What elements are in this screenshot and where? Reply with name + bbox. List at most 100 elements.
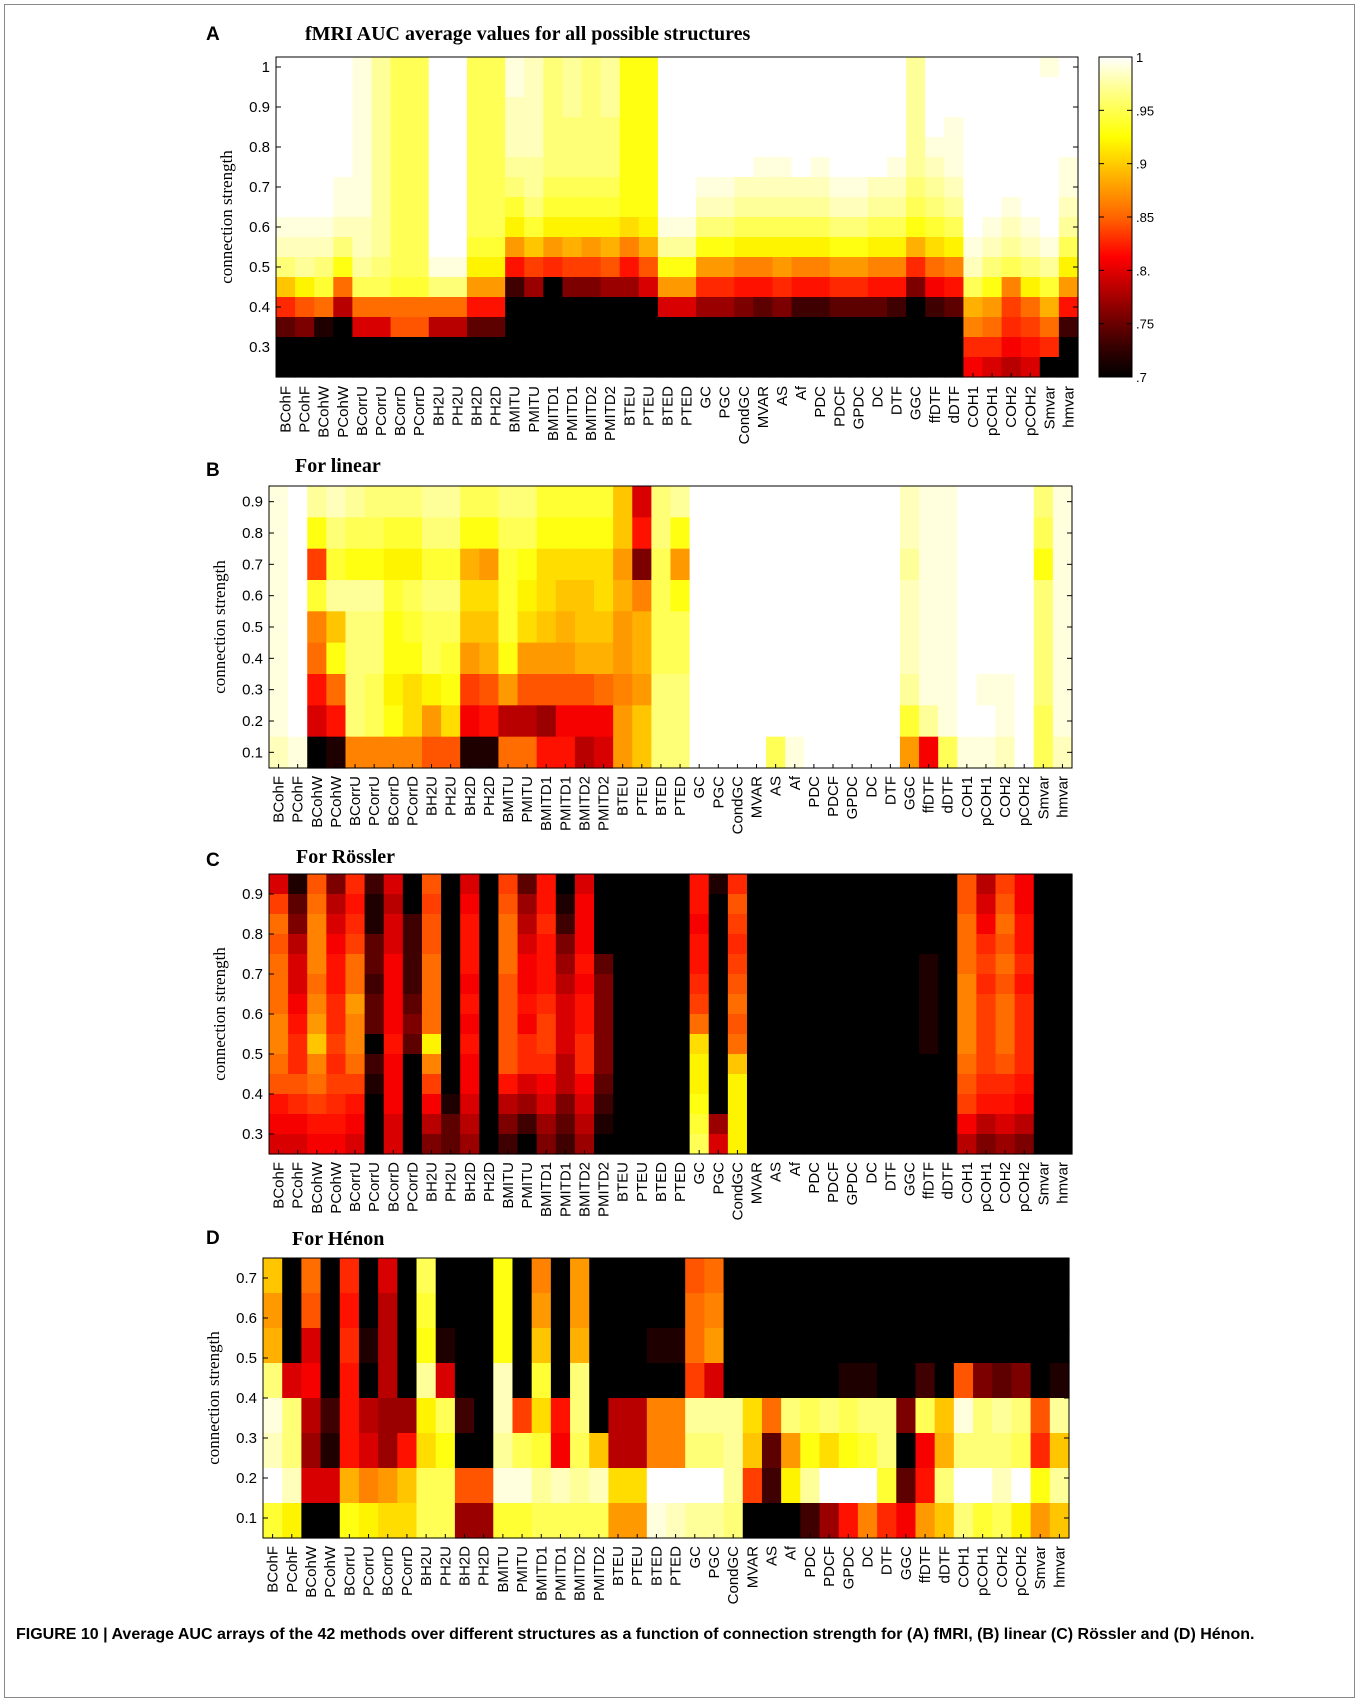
heatmap-cell (562, 337, 583, 358)
heatmap-cell (704, 1258, 725, 1294)
heatmap-cell (791, 237, 812, 258)
heatmap-cell (919, 705, 939, 738)
heatmap-cell (1033, 611, 1054, 644)
heatmap-cell (708, 705, 729, 738)
heatmap-cell (842, 974, 863, 995)
heatmap-cell (632, 1094, 652, 1115)
heatmap-cell (441, 894, 461, 915)
heatmap-cell (651, 642, 672, 675)
heatmap-cell (269, 486, 289, 518)
heatmap-cell (1020, 57, 1041, 78)
heatmap-cell (326, 874, 347, 895)
heatmap-cell (574, 874, 595, 895)
heatmap-cell (466, 77, 487, 98)
heatmap-cell (517, 1134, 538, 1155)
heatmap-cell (685, 1503, 705, 1539)
heatmap-cell (689, 1134, 710, 1155)
heatmap-cell (657, 337, 678, 358)
heatmap-cell (934, 1433, 955, 1469)
heatmap-cell (486, 217, 506, 238)
heatmap-cell (995, 1054, 1016, 1075)
x-tick-label: CondGC (729, 776, 746, 835)
heatmap-cell (409, 137, 430, 158)
heatmap-cell (704, 1363, 725, 1399)
heatmap-cell (696, 317, 716, 338)
heatmap-cell (1033, 894, 1054, 915)
heatmap-cell (562, 77, 583, 98)
heatmap-cell (326, 486, 347, 518)
heatmap-cell (1033, 1014, 1054, 1035)
heatmap-cell (976, 674, 997, 706)
heatmap-cell (295, 117, 315, 138)
heatmap-cell (746, 1074, 767, 1095)
heatmap-cell (938, 894, 958, 915)
heatmap-cell (804, 736, 825, 769)
heatmap-cell (819, 1398, 840, 1434)
heatmap-cell (397, 1468, 418, 1504)
heatmap-cell (1014, 974, 1035, 995)
y-tick-label: 0.1 (236, 1510, 257, 1527)
heatmap-cell (1039, 257, 1060, 278)
y-tick-label: 0.9 (242, 886, 263, 903)
heatmap-cell (364, 914, 385, 935)
heatmap-cell (861, 1094, 882, 1115)
heatmap-cell (352, 237, 373, 258)
heatmap-cell (570, 1503, 590, 1539)
heatmap-cell (963, 337, 984, 358)
heatmap-cell (829, 357, 850, 378)
heatmap-cell (938, 1114, 958, 1135)
heatmap-cell (766, 580, 786, 612)
heatmap-cell (632, 974, 652, 995)
heatmap-cell (1039, 277, 1060, 298)
heatmap-cell (1052, 994, 1073, 1015)
heatmap-cell (842, 580, 863, 612)
heatmap-cell (746, 954, 767, 975)
heatmap-cell (555, 674, 576, 706)
heatmap-cell (867, 217, 888, 238)
heatmap-cell (632, 486, 652, 518)
heatmap-cell (352, 317, 373, 338)
heatmap-cell (899, 994, 920, 1015)
heatmap-cell (555, 611, 576, 644)
heatmap-cell (638, 137, 659, 158)
heatmap-cell (632, 1114, 652, 1135)
heatmap-cell (479, 1054, 500, 1075)
heatmap-cell (1001, 237, 1022, 258)
heatmap-cell (1011, 1258, 1032, 1294)
heatmap-cell (479, 1074, 500, 1095)
heatmap-cell (810, 177, 831, 198)
heatmap-cell (345, 994, 366, 1015)
heatmap-cell (899, 894, 920, 915)
heatmap-cell (838, 1468, 859, 1504)
heatmap-cell (460, 1114, 480, 1135)
heatmap-cell (460, 934, 480, 955)
heatmap-cell (727, 1074, 748, 1095)
heatmap-cell (460, 994, 480, 1015)
heatmap-cell (1020, 257, 1041, 278)
heatmap-cell (447, 337, 468, 358)
heatmap-cell (307, 611, 327, 644)
heatmap-cell (938, 705, 958, 738)
heatmap-cell (416, 1328, 437, 1364)
heatmap-cell (899, 1074, 920, 1095)
heatmap-cell (1014, 1094, 1035, 1115)
heatmap-cell (772, 317, 793, 338)
heatmap-cell (772, 157, 793, 178)
heatmap-cell (574, 934, 595, 955)
heatmap-cell (402, 894, 423, 915)
heatmap-cell (409, 97, 430, 118)
heatmap-cell (574, 1034, 595, 1055)
heatmap-cell (704, 1503, 725, 1539)
heatmap-cell (696, 137, 716, 158)
heatmap-cell (746, 914, 767, 935)
heatmap-cell (352, 297, 373, 318)
heatmap-cell (345, 1074, 366, 1095)
heatmap-cell (378, 1503, 398, 1539)
heatmap-cell (314, 357, 334, 378)
heatmap-cell (536, 974, 557, 995)
heatmap-cell (517, 705, 538, 738)
heatmap-cell (378, 1468, 398, 1504)
x-tick-label: BMITU (507, 386, 524, 433)
heatmap-cell (715, 137, 735, 158)
x-tick-label: PCorrU (366, 1162, 383, 1212)
